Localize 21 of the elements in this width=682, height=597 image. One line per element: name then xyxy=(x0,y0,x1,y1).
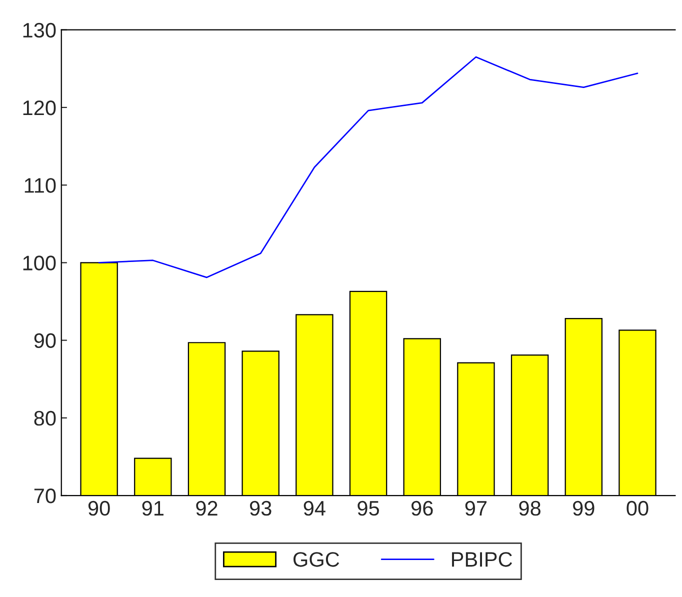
legend-label: GGC xyxy=(294,552,340,567)
y-tick-label: 130 xyxy=(23,22,56,38)
x-tick-label: 92 xyxy=(196,500,218,516)
y-tick-label: 70 xyxy=(34,488,56,504)
y-tick-label: 110 xyxy=(24,178,56,193)
line-series xyxy=(98,56,638,278)
legend-label: PBIPC xyxy=(452,552,512,567)
x-tick-label: 90 xyxy=(88,500,110,516)
x-tick-label: 00 xyxy=(626,500,648,516)
x-tick-label: 99 xyxy=(573,500,594,516)
y-tick-label: 120 xyxy=(23,100,56,116)
x-tick-label: 94 xyxy=(304,500,326,516)
x-tick-label: 97 xyxy=(465,500,487,516)
y-tick-label: 80 xyxy=(34,410,56,426)
x-tick-label: 95 xyxy=(358,500,379,516)
x-tick-label: 96 xyxy=(412,500,433,516)
x-tick-label: 91 xyxy=(142,500,164,516)
y-tick-label: 90 xyxy=(34,333,56,348)
x-tick-label: 93 xyxy=(250,500,272,516)
x-tick-label: 98 xyxy=(519,500,540,516)
y-tick-label: 100 xyxy=(23,256,56,270)
